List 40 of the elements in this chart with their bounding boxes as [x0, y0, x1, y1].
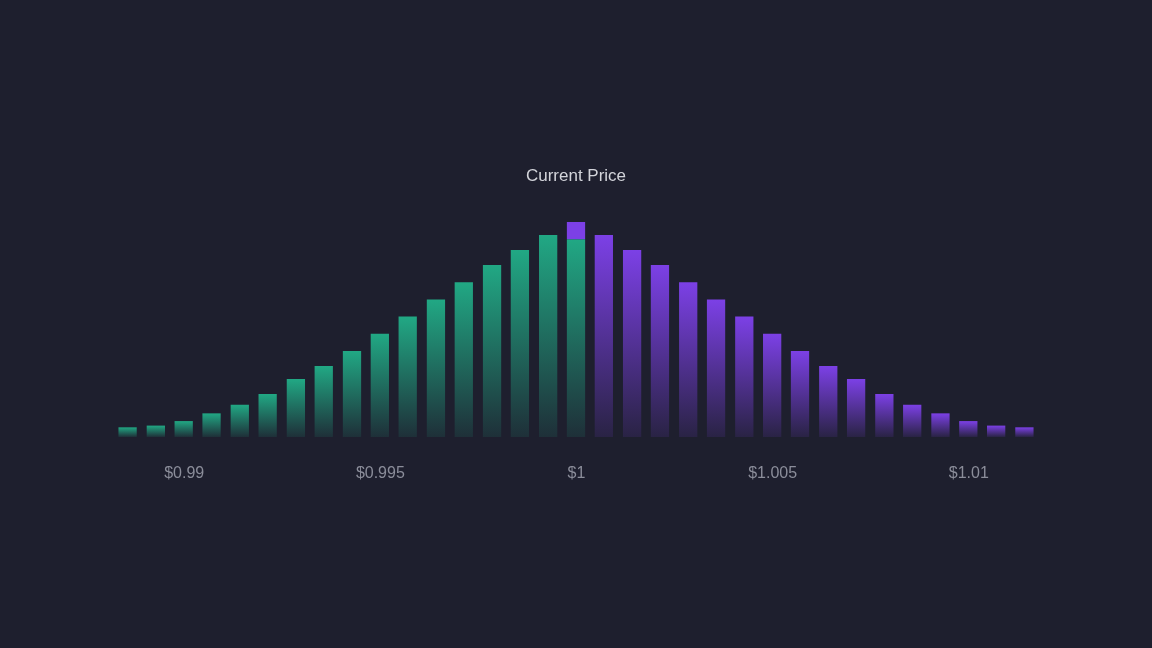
bar [566, 222, 586, 240]
bar [258, 394, 277, 437]
bar [370, 333, 389, 437]
bar [846, 378, 866, 437]
bar [622, 249, 642, 437]
bar [735, 316, 754, 437]
bar [454, 282, 473, 437]
x-tick-label: $1.01 [948, 463, 989, 481]
bar [174, 421, 193, 437]
bar [230, 404, 249, 437]
x-tick-label: $1.005 [748, 463, 798, 481]
text: Current Price [525, 166, 627, 185]
bar [118, 427, 137, 437]
bar [679, 282, 698, 437]
bar [1015, 427, 1034, 437]
bar [482, 265, 502, 437]
bar [790, 351, 810, 437]
bar [650, 265, 670, 437]
x-tick-label: $0.99 [164, 463, 205, 481]
bar [146, 425, 165, 437]
bar [594, 234, 613, 437]
bar [314, 366, 333, 437]
bar [342, 351, 362, 437]
x-tick-label: $0.995 [355, 463, 405, 481]
bar [426, 299, 446, 437]
bar [539, 234, 558, 437]
bar [931, 413, 950, 437]
bar [202, 413, 221, 437]
bar [987, 425, 1006, 437]
x-tick-label: $1 [567, 463, 586, 481]
bar [286, 378, 306, 437]
bar [959, 421, 978, 437]
bar [819, 366, 838, 437]
bar [875, 394, 894, 437]
bar [706, 299, 726, 437]
bar [566, 239, 586, 437]
bar [903, 404, 922, 437]
bar [398, 316, 417, 437]
bar [763, 333, 782, 437]
bar [510, 249, 530, 437]
